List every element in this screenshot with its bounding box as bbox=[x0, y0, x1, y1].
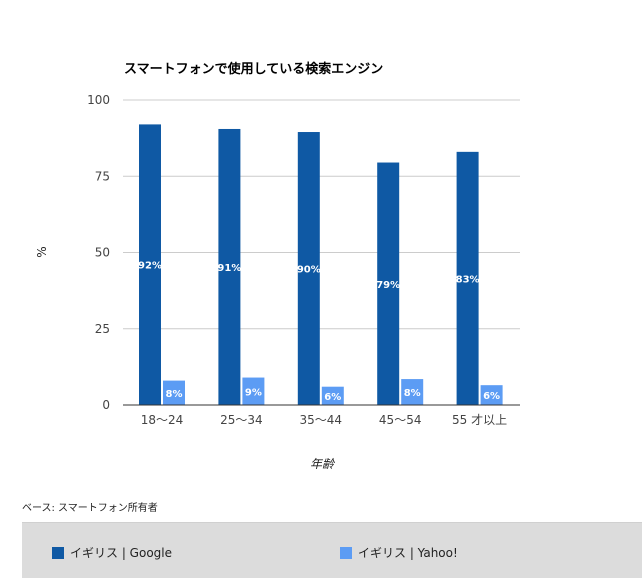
bar-data-label: 8% bbox=[166, 389, 183, 400]
legend-swatch-google bbox=[52, 546, 64, 559]
y-tick-label: 0 bbox=[102, 398, 110, 412]
y-tick-label: 50 bbox=[95, 246, 110, 260]
bar-yahoo[interactable] bbox=[401, 379, 424, 405]
x-tick-label: 45～54 bbox=[379, 413, 422, 427]
y-axis-ticks: 0 25 50 75 100 bbox=[87, 93, 110, 412]
x-tick-label: 18～24 bbox=[141, 413, 184, 427]
legend-label-google: イギリス | Google bbox=[70, 546, 172, 560]
bar-yahoo[interactable] bbox=[242, 377, 265, 405]
bar-yahoo[interactable] bbox=[163, 380, 185, 405]
x-tick-label: 55 才以上 bbox=[452, 413, 507, 427]
bar-google[interactable] bbox=[297, 132, 320, 405]
y-tick-label: 25 bbox=[95, 322, 110, 336]
bar-yahoo[interactable] bbox=[321, 386, 344, 405]
y-axis-label: % bbox=[35, 246, 49, 257]
bar-data-label: 6% bbox=[483, 391, 500, 402]
legend-item-yahoo[interactable]: イギリス | Yahoo! bbox=[340, 544, 458, 561]
gridlines bbox=[123, 99, 520, 330]
bar-data-label: 6% bbox=[324, 392, 341, 403]
y-tick-label: 100 bbox=[87, 93, 110, 107]
chart-title: スマートフォンで使用している検索エンジン bbox=[124, 61, 383, 77]
bar-data-label: 91% bbox=[217, 263, 241, 274]
x-axis-ticks: 18～24 25～34 35～44 45～54 55 才以上 bbox=[141, 413, 507, 427]
legend: イギリス | Google イギリス | Yahoo! bbox=[22, 522, 642, 578]
bar-yahoo[interactable] bbox=[480, 385, 503, 405]
y-tick-label: 75 bbox=[95, 169, 110, 183]
bar-data-label: 79% bbox=[376, 280, 400, 291]
bar-google[interactable] bbox=[377, 162, 400, 405]
x-tick-label: 35～44 bbox=[300, 413, 343, 427]
legend-swatch-yahoo bbox=[340, 546, 352, 559]
x-axis-label: 年齢 bbox=[310, 457, 336, 471]
bar-chart: スマートフォンで使用している検索エンジン 0 25 50 75 100 92% 8% 91%… bbox=[35, 61, 520, 471]
base-note: ベース: スマートフォン所有者 bbox=[22, 503, 158, 514]
x-tick-label: 25～34 bbox=[220, 413, 263, 427]
bar-data-label: 83% bbox=[456, 274, 480, 285]
bar-google[interactable] bbox=[139, 124, 161, 406]
legend-item-google[interactable]: イギリス | Google bbox=[52, 544, 172, 561]
bar-google[interactable] bbox=[218, 128, 241, 405]
bar-data-label: 92% bbox=[138, 261, 162, 272]
bar-data-label: 8% bbox=[404, 388, 421, 399]
legend-label-yahoo: イギリス | Yahoo! bbox=[358, 546, 458, 560]
bar-data-label: 9% bbox=[245, 387, 262, 398]
bar-data-label: 90% bbox=[297, 265, 321, 276]
bars: 92% 8% 91% 9% 90% 6% 79% 8% 83% 6% bbox=[138, 124, 503, 406]
bar-google[interactable] bbox=[456, 151, 479, 405]
